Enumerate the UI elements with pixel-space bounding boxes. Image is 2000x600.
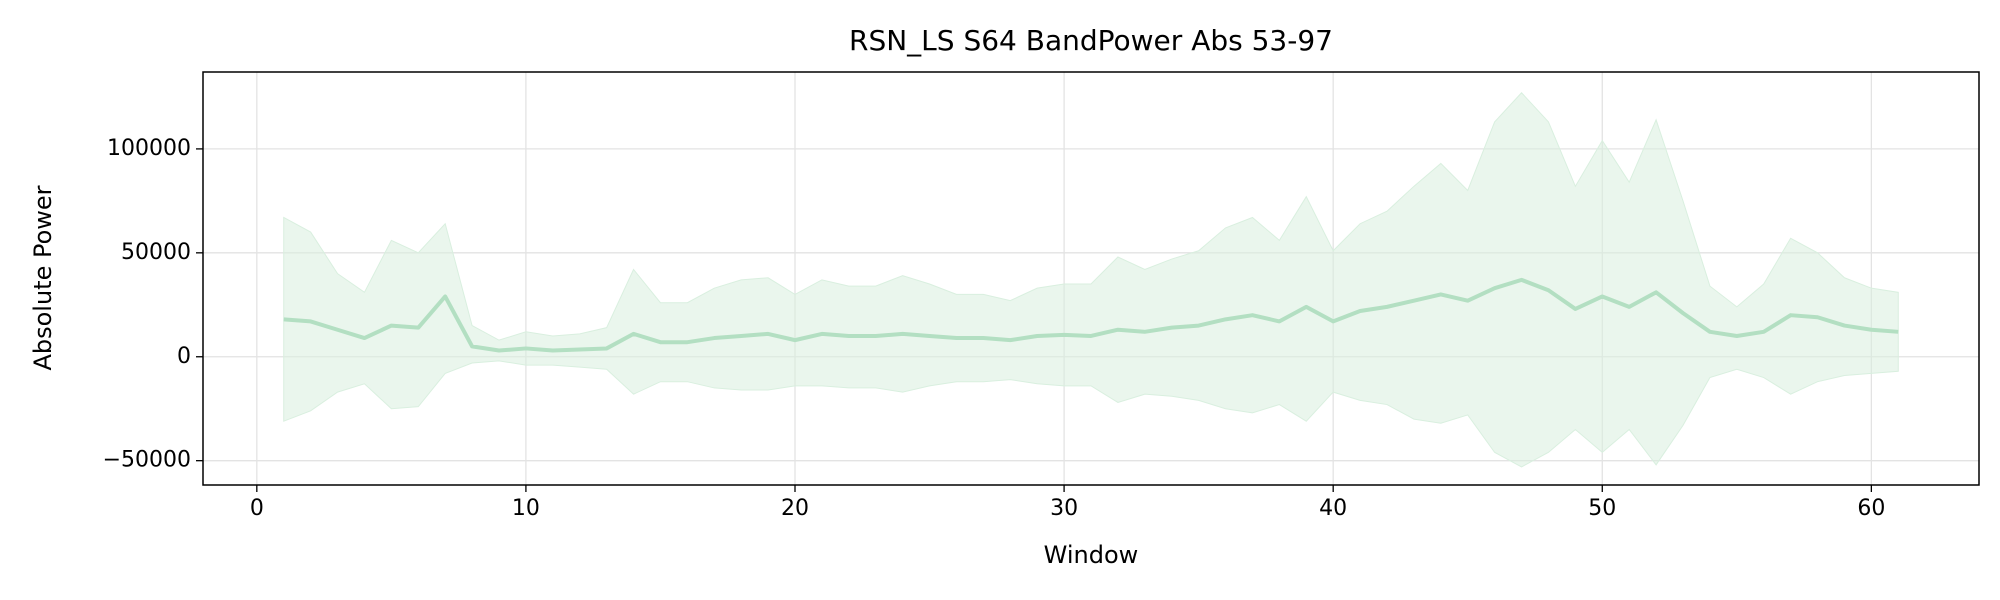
line	[283, 277, 1899, 353]
y-tick-label: 100000	[107, 136, 191, 161]
x-tick-label: 0	[250, 496, 264, 521]
y-tick-label: −50000	[103, 448, 191, 473]
y-tick-label: 0	[177, 344, 191, 369]
x-tick-label: 10	[512, 496, 540, 521]
y-tick-label: 50000	[121, 240, 191, 265]
band	[283, 92, 1899, 468]
x-tick-label: 50	[1588, 496, 1616, 521]
x-axis-label: Window	[1044, 541, 1139, 569]
x-tick-label: 60	[1857, 496, 1885, 521]
x-tick-label: 20	[781, 496, 809, 521]
x-tick-label: 40	[1319, 496, 1347, 521]
x-tick-label: 30	[1050, 496, 1078, 521]
y-axis-label: Absolute Power	[29, 185, 57, 370]
chart-title: RSN_LS S64 BandPower Abs 53-97	[849, 24, 1333, 57]
plot-frame	[202, 71, 1980, 486]
